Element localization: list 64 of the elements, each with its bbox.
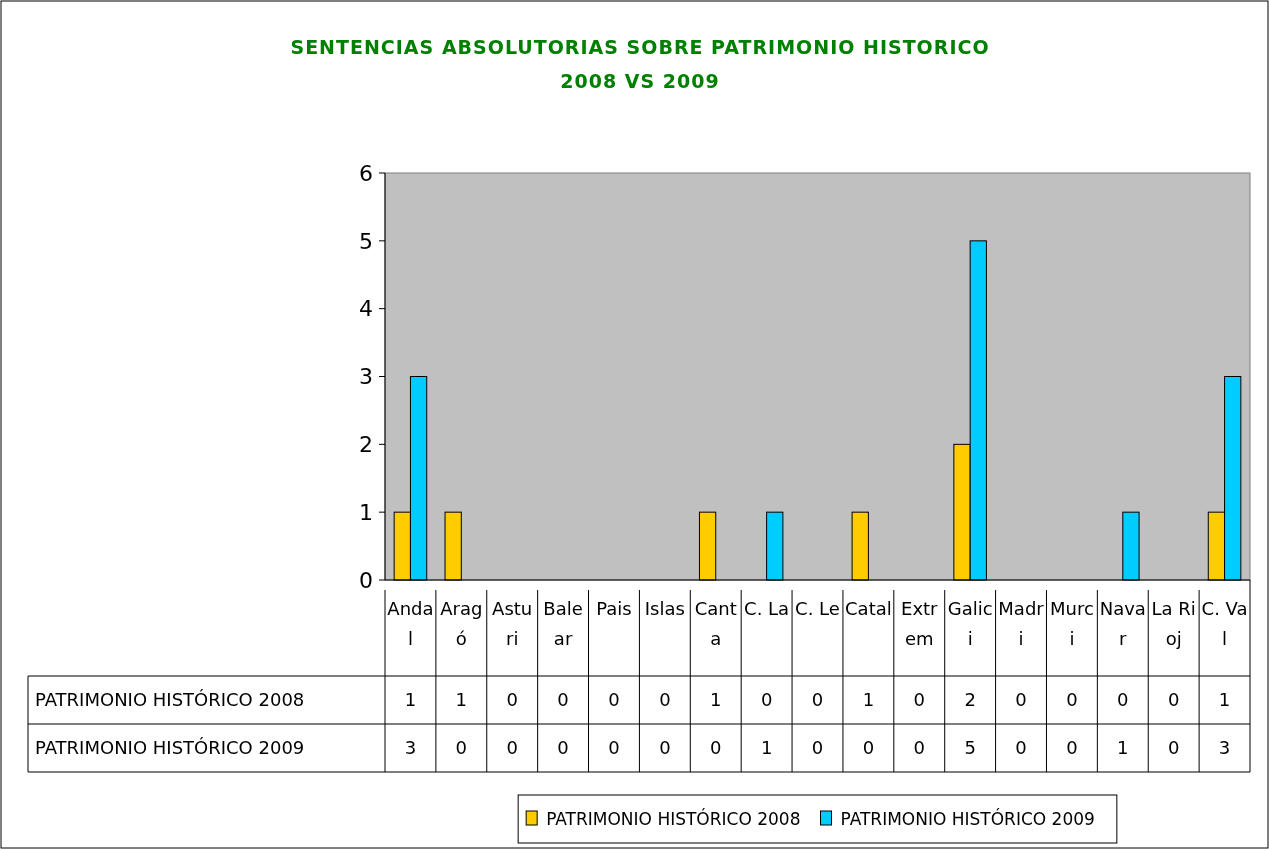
x-tick-label: Pais [596,598,632,619]
text: PATRIMONIO HISTÓRICO 2008 [35,689,305,711]
x-tick-label: C. La [744,598,790,619]
data-label: 3 [1218,737,1231,759]
x-tick-label: Asturi [492,598,533,649]
x-tick-label: Andal [387,598,434,649]
data-label: 0 [1015,737,1027,759]
y-tick-label: 2 [359,432,373,458]
data-label: 0 [1167,737,1180,759]
x-tick-label: Balear [543,598,583,649]
data-label: 0 [1167,689,1180,711]
y-tick-label: 0 [359,567,373,593]
legend-label: PATRIMONIO HISTÓRICO 2009 [840,807,1095,829]
data-label: 0 [862,737,875,759]
x-tick-label: Catal [845,598,892,619]
x-tick-label: La Rioj [1151,598,1196,649]
data-label: 0 [557,689,569,711]
data-label: 0 [913,689,925,711]
data-label: 1 [862,689,875,711]
data-label: 3 [404,737,417,759]
x-tick-label: C. Le [795,598,840,619]
data-label: 0 [659,689,671,711]
data-label: 0 [506,689,518,711]
x-tick-label: Madri [998,598,1045,649]
legend-label: PATRIMONIO HISTÓRICO 2008 [546,807,801,829]
data-label: 0 [557,737,569,759]
y-tick-label: 4 [359,296,373,322]
y-tick-label: 1 [359,499,373,525]
data-label: 1 [760,737,773,759]
x-tick-label: Canta [694,598,737,649]
text: PATRIMONIO HISTÓRICO 2009 [35,737,305,759]
data-label: 0 [659,737,671,759]
data-label: 0 [506,737,518,759]
x-tick-label: Extrem [901,598,939,649]
data-label: 1 [404,689,417,711]
chart-subtitle: 2008 VS 2009 [560,70,720,92]
data-label: 0 [1066,737,1078,759]
data-label: 1 [1117,737,1129,759]
data-label: 1 [1218,689,1231,711]
data-label: 0 [1066,689,1078,711]
data-label: 0 [710,737,722,759]
data-label: 2 [964,689,976,711]
data-label: 1 [710,689,722,711]
x-tick-label: Galici [947,598,993,649]
y-tick-label: 5 [359,228,373,254]
x-tick-label: Navar [1099,598,1146,649]
data-label: 0 [455,737,468,759]
chart-title: SENTENCIAS ABSOLUTORIAS SOBRE PATRIMONIO HISTORICO [290,36,990,58]
data-label: 0 [913,737,925,759]
data-label: 0 [1117,689,1129,711]
data-label: 5 [964,737,976,759]
x-tick-label: Aragó [440,598,483,649]
data-label: 1 [455,689,468,711]
data-label: 0 [811,689,824,711]
x-tick-label: Islas [644,598,685,619]
y-tick-label: 3 [359,364,373,390]
data-label: 0 [760,689,773,711]
x-tick-label: C. Val [1201,598,1248,649]
data-label: 0 [1015,689,1027,711]
data-label: 0 [608,737,620,759]
x-tick-label: Murci [1049,598,1094,649]
data-label: 0 [811,737,824,759]
data-label: 0 [608,689,620,711]
y-tick-label: 6 [359,160,373,186]
